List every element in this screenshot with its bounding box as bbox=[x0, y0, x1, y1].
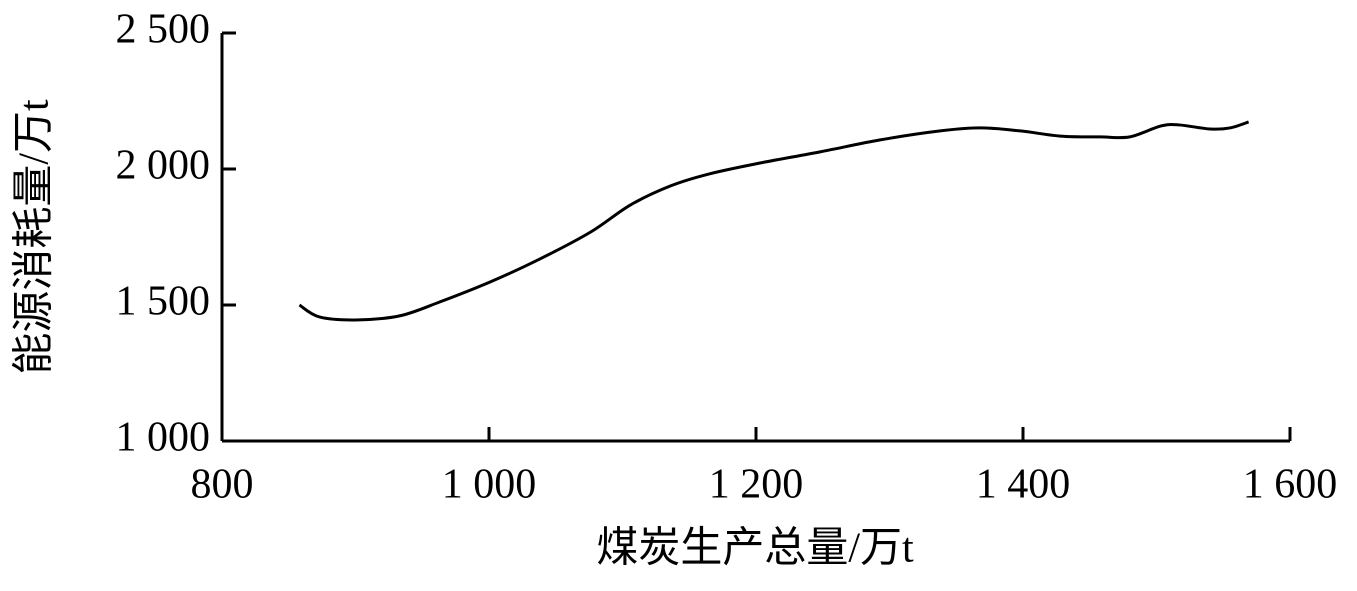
y-tick-label: 2 500 bbox=[116, 7, 211, 53]
x-tick-label: 1 200 bbox=[709, 462, 804, 508]
y-tick-label: 1 500 bbox=[116, 279, 211, 325]
y-axis-title: 能源消耗量/万t bbox=[12, 99, 58, 375]
x-tick-label: 800 bbox=[191, 462, 254, 508]
x-tick-label: 1 000 bbox=[442, 462, 537, 508]
x-tick-label: 1 400 bbox=[976, 462, 1071, 508]
x-axis-title: 煤炭生产总量/万t bbox=[596, 526, 914, 572]
data-line bbox=[298, 120, 1250, 322]
x-tick-label: 1 600 bbox=[1243, 462, 1338, 508]
y-tick-label: 2 000 bbox=[116, 143, 211, 189]
y-tick-label: 1 000 bbox=[116, 415, 211, 461]
